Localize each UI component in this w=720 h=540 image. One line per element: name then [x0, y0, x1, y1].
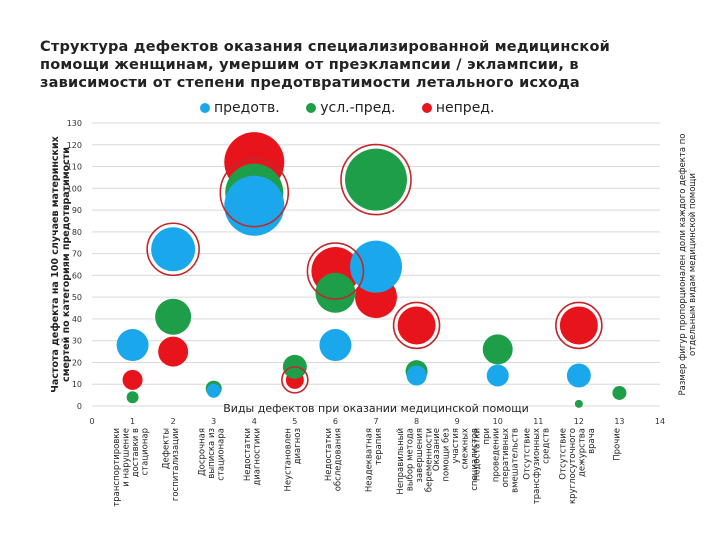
bubble-prevent: [566, 363, 591, 388]
x-tick-label: 11: [533, 417, 543, 426]
y-tick-label: 60: [72, 271, 82, 280]
x-tick-label: 6: [333, 417, 338, 426]
bubble-prevent: [406, 365, 427, 386]
category-label: Неправильныйвыбор методазавершениябереме…: [396, 428, 435, 495]
right-axis-label: Размер фигур пропорционален доли каждого…: [678, 133, 698, 395]
category-label: Оказаниепомощи безучастиясмежныхспециали…: [432, 428, 480, 491]
category-label: Отсутствиекруглосуточногодежурстваврача: [558, 428, 597, 504]
bubble-prevent: [224, 175, 285, 236]
bubble-conditional: [574, 399, 583, 408]
bubble-conditional: [315, 272, 356, 313]
x-tick-label: 1: [130, 417, 135, 426]
bubble-prevent: [116, 329, 149, 362]
legend-label-prevent: предотв.: [214, 100, 280, 116]
bubble-nonprevent: [158, 336, 189, 367]
y-tick-label: 40: [72, 315, 82, 324]
y-tick-label: 90: [72, 206, 82, 215]
legend-item-nonprevent: непред.: [421, 100, 495, 116]
category-label: Прочие: [612, 428, 622, 461]
bubble-prevent: [151, 227, 196, 272]
highlight-ring: [306, 242, 365, 300]
x-tick-label: 5: [292, 417, 297, 426]
legend: предотв. усл.-пред. непред.: [200, 100, 516, 116]
bubble-conditional: [345, 148, 407, 211]
bubble-prevent: [350, 240, 402, 293]
highlight-ring: [146, 222, 200, 277]
x-tick-label: 4: [252, 417, 257, 426]
y-tick-label: 100: [67, 184, 82, 193]
legend-label-conditional: усл.-пред.: [320, 100, 396, 116]
x-tick-label: 9: [455, 417, 460, 426]
bubble-nonprevent: [122, 369, 143, 390]
highlight-ring: [392, 301, 441, 350]
y-tick-label: 120: [67, 141, 82, 150]
bubble-nonprevent: [559, 306, 598, 345]
legend-item-conditional: усл.-пред.: [306, 100, 395, 116]
bubble-conditional: [482, 334, 513, 365]
category-label: Досрочнаявыписка изстационара: [198, 428, 227, 481]
category-label: Неадекватнаятерапия: [365, 428, 385, 492]
bubble-conditional: [126, 391, 139, 404]
y-tick-label: 130: [67, 119, 82, 128]
y-tick-label: 70: [72, 250, 82, 259]
legend-item-prevent: предотв.: [200, 100, 280, 116]
highlight-ring: [281, 366, 309, 394]
x-tick-label: 3: [211, 417, 216, 426]
bubble-prevent: [486, 364, 509, 387]
y-tick-label: 50: [72, 293, 82, 302]
y-axis-label: Частота дефекта на 100 случаев материнск…: [50, 136, 72, 393]
y-tick-label: 80: [72, 228, 82, 237]
x-axis-label: Виды дефектов при оказании медицинской п…: [223, 402, 528, 415]
chart-title: Структура дефектов оказания специализиро…: [40, 39, 610, 91]
x-tick-label: 10: [493, 417, 503, 426]
x-tick-label: 2: [171, 417, 176, 426]
y-tick-label: 110: [67, 163, 82, 172]
bubble-prevent: [206, 383, 221, 398]
category-label: Неустановлендиагноз: [283, 428, 303, 492]
y-tick-label: 20: [72, 358, 82, 367]
y-tick-label: 10: [72, 380, 82, 389]
category-label: Дефектыгоспитализации: [162, 428, 182, 501]
x-tick-label: 7: [373, 417, 378, 426]
legend-dot-conditional: [306, 103, 317, 113]
legend-label-nonprevent: непред.: [435, 100, 495, 116]
x-tick-label: 8: [414, 417, 419, 426]
category-label: транспортировкии нарушениедоставки встац…: [112, 428, 151, 507]
x-tick-label: 14: [655, 417, 665, 426]
bubble-conditional: [612, 385, 627, 400]
legend-dot-prevent: [200, 103, 210, 113]
x-tick-label: 12: [574, 417, 584, 426]
y-tick-label: 0: [77, 402, 82, 411]
category-label: Недостаткиобследования: [324, 428, 344, 491]
highlight-ring: [219, 157, 290, 228]
bubble-prevent: [319, 329, 352, 362]
bubble-conditional: [155, 298, 192, 335]
highlight-ring: [555, 301, 603, 350]
x-tick-label: 13: [614, 417, 624, 426]
y-tick-label: 30: [72, 337, 82, 346]
legend-dot-nonprevent: [421, 103, 432, 113]
bubble-nonprevent: [397, 306, 436, 345]
category-label: Недостаткиприпроведенииоперативныхвмешат…: [473, 428, 521, 493]
highlight-ring: [340, 143, 412, 216]
x-tick-label: 0: [89, 417, 94, 426]
category-label: Отсутствиетрансфузионныхсредств: [522, 428, 551, 504]
category-label: Недостаткидиагностики: [243, 428, 262, 486]
